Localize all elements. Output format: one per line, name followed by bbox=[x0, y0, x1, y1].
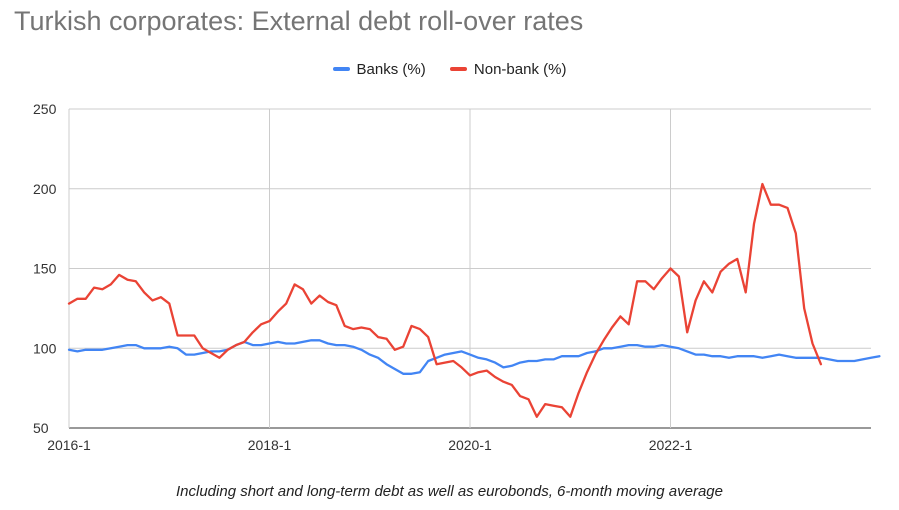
legend-item-non-bank[interactable]: Non-bank (%) bbox=[449, 60, 567, 78]
chart-caption: Including short and long-term debt as we… bbox=[176, 483, 723, 500]
legend-label-non-bank: Non-bank (%) bbox=[473, 60, 567, 78]
x-tick-label: 2022-1 bbox=[649, 437, 693, 453]
chart-title: Turkish corporates: External debt roll-o… bbox=[14, 6, 584, 36]
x-tick-label: 2018-1 bbox=[248, 437, 292, 453]
x-tick-label: 2020-1 bbox=[448, 437, 492, 453]
legend: Banks (%) Non-bank (%) bbox=[0, 58, 899, 78]
y-tick-label: 150 bbox=[33, 261, 57, 277]
y-tick-label: 200 bbox=[33, 181, 57, 197]
legend-swatch-banks bbox=[332, 67, 350, 71]
x-tick-label: 2016-1 bbox=[47, 437, 91, 453]
chart-plot-area: 50 100 150 200 250 2016-1 2018-1 2020-1 2022-1 bbox=[33, 101, 881, 453]
legend-label-banks: Banks (%) bbox=[356, 60, 426, 78]
y-tick-label: 250 bbox=[33, 101, 57, 117]
legend-swatch-non-bank bbox=[449, 67, 467, 71]
legend-item-banks[interactable]: Banks (%) bbox=[332, 60, 426, 78]
y-tick-label: 100 bbox=[33, 340, 57, 356]
y-tick-label: 50 bbox=[33, 420, 49, 436]
series-line-non-bank bbox=[67, 182, 823, 418]
series-line-banks bbox=[67, 339, 881, 375]
